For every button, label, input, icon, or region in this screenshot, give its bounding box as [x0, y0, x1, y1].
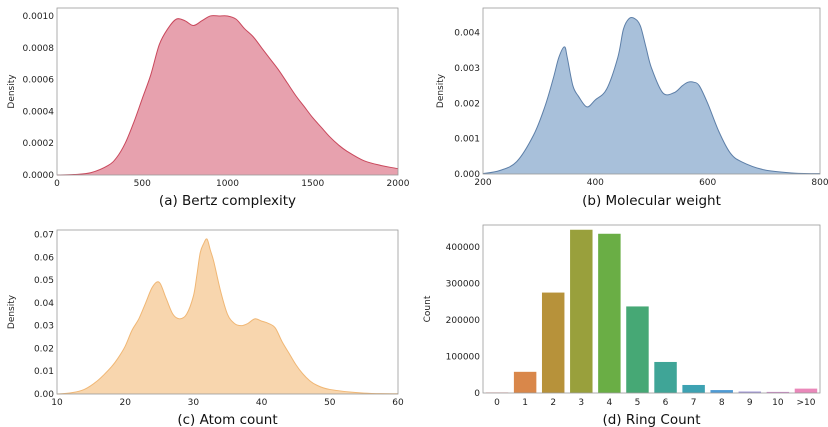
panel-caption: (c) Atom count: [177, 412, 277, 427]
y-tick-label: 0.04: [34, 299, 54, 309]
chart-panel-2: 10 20 30 40 50 60 0.00 0.01 0.02 0.03 0.04 0.05 0.06…: [7, 229, 404, 427]
x-tick-label: 0: [54, 179, 60, 189]
y-axis-label: Density: [7, 294, 17, 329]
y-tick-label: 0.07: [34, 231, 54, 241]
density-curve: [482, 16, 821, 175]
y-tick-label: 0.004: [454, 29, 480, 39]
bar-10: [766, 391, 790, 393]
bar-4: [598, 233, 621, 393]
y-tick-label: 0.001: [454, 135, 480, 145]
y-tick-label: 0.003: [454, 64, 480, 74]
x-tick-label: 7: [691, 398, 697, 408]
x-tick-label: 2: [550, 398, 556, 408]
y-tick-label: 0.03: [34, 322, 54, 332]
x-tick-label: 1500: [301, 179, 324, 189]
y-tick-label: 400000: [446, 243, 481, 253]
x-tick-label: 1000: [216, 179, 239, 189]
x-tick-label: 2000: [387, 179, 410, 189]
x-tick-label: 10: [772, 398, 784, 408]
x-tick-label: 500: [134, 179, 151, 189]
y-tick-label: 300000: [446, 279, 481, 289]
x-tick-label: 10: [51, 398, 63, 408]
y-tick-label: 200000: [446, 316, 481, 326]
y-axis-label: Count: [423, 295, 433, 322]
chart-panel-0: 0 500 1000 1500 2000 0.0000 0.0002 0.0004 0.0006…: [7, 7, 410, 209]
plot-frame: [482, 224, 821, 394]
y-tick-label: 0.06: [34, 253, 54, 263]
x-tick-label: 3: [578, 398, 584, 408]
bar-3: [570, 229, 593, 393]
x-tick-label: 30: [188, 398, 200, 408]
x-tick-label: 40: [256, 398, 268, 408]
density-curve: [56, 15, 399, 176]
y-axis-label: Density: [436, 73, 446, 108]
y-tick-label: 0.02: [34, 344, 54, 354]
y-tick-label: 0.0000: [23, 171, 55, 181]
bar-9: [738, 391, 762, 393]
x-tick-label: 800: [811, 178, 828, 188]
bar-5: [626, 306, 649, 393]
y-tick-label: 0.0006: [23, 76, 55, 86]
x-tick-label: 4: [607, 398, 613, 408]
x-tick-label: 6: [663, 398, 669, 408]
y-tick-label: 0.0010: [23, 12, 55, 22]
y-tick-label: 0.0002: [23, 139, 55, 149]
x-tick-label: 50: [324, 398, 336, 408]
x-tick-label: 8: [719, 398, 725, 408]
bar-7: [682, 384, 705, 393]
bar-2: [541, 292, 565, 393]
y-tick-label: 100000: [446, 352, 481, 362]
x-tick-label: 400: [587, 178, 604, 188]
x-tick-label: 9: [747, 398, 753, 408]
chart-panel-1: 200 400 600 800 0.000 0.001 0.002 0.003 0.004 Den…: [436, 7, 828, 209]
panel-caption: (a) Bertz complexity: [159, 193, 296, 209]
y-tick-label: 0.002: [454, 99, 480, 109]
x-tick-label: 1: [522, 398, 528, 408]
x-tick-label: 600: [699, 178, 716, 188]
y-tick-label: 0.05: [34, 276, 54, 286]
bar->10: [794, 388, 818, 393]
density-area: [57, 15, 398, 175]
y-tick-label: 0.00: [34, 390, 54, 400]
y-tick-label: 0.0008: [23, 44, 55, 54]
density-area: [483, 17, 820, 175]
y-tick-label: 0.000: [454, 170, 480, 180]
panel-caption: (b) Molecular weight: [582, 193, 721, 209]
y-axis-label: Density: [7, 74, 17, 109]
panel-caption: (d) Ring Count: [602, 412, 700, 427]
x-tick-label: 60: [392, 398, 404, 408]
y-tick-label: 0.01: [34, 367, 54, 377]
x-tick-label: 0: [494, 398, 500, 408]
y-tick-label: 0: [474, 389, 480, 399]
x-tick-label: 5: [635, 398, 641, 408]
bar-6: [654, 361, 677, 393]
plot-frame: [482, 7, 821, 175]
y-tick-label: 0.0004: [23, 107, 55, 117]
x-tick-label: 200: [474, 178, 491, 188]
density-curve: [56, 238, 399, 395]
plot-frame: [56, 7, 399, 176]
bar-8: [710, 390, 733, 393]
chart-panel-3: 0 1 2 3 4 5 6 7 8 9 10 >10 0 100000 200000 300000 400000…: [423, 224, 821, 427]
x-tick-label: >10: [796, 398, 815, 408]
x-tick-label: 20: [119, 398, 131, 408]
density-area: [57, 238, 398, 394]
bar-1: [513, 371, 537, 393]
plot-frame: [56, 229, 399, 395]
